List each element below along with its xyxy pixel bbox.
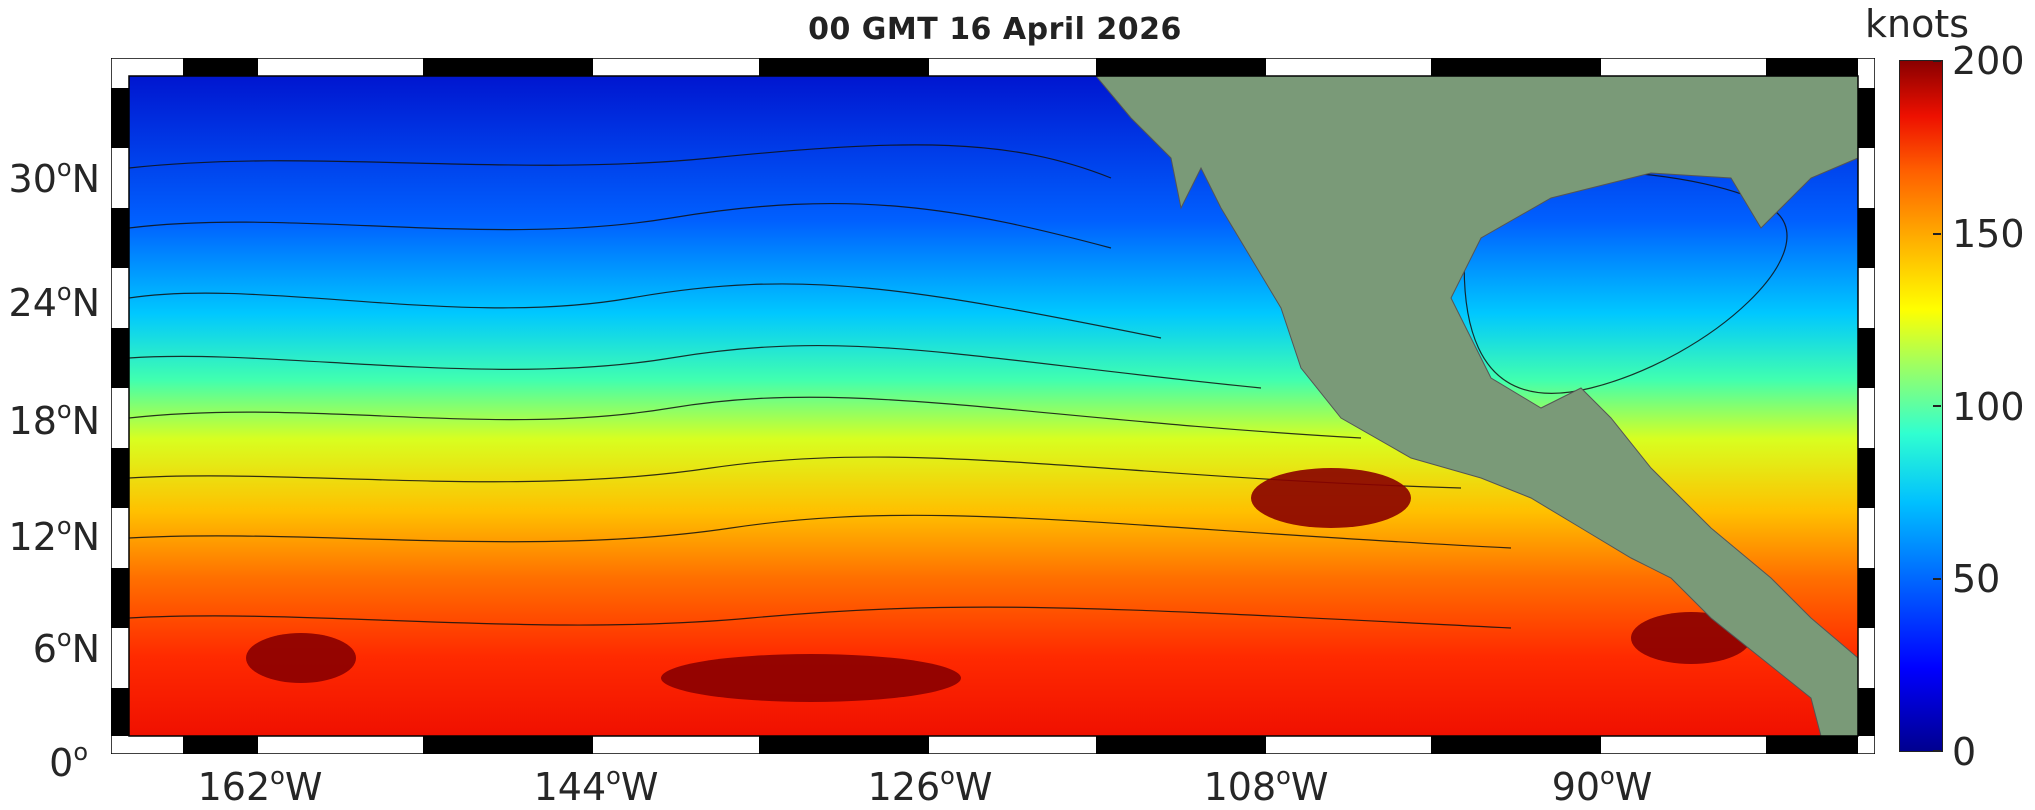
colorbar-tick-200: 200: [1952, 39, 2025, 83]
lat-label-18n: 18oN: [8, 396, 100, 443]
map-panel: [111, 58, 1875, 754]
lon-label-108w: 108oW: [1203, 762, 1329, 809]
colorbar-tickmark: [1933, 60, 1941, 62]
high-wind-cores: [246, 468, 1751, 702]
lat-label-30n: 30oN: [8, 154, 100, 201]
lon-label-144w: 144oW: [533, 762, 659, 809]
colorbar-tickmark: [1933, 405, 1941, 407]
colorbar-tick-50: 50: [1952, 557, 2001, 601]
colorbar-tickmark: [1933, 750, 1941, 752]
lat-label-12n: 12oN: [8, 512, 100, 559]
graticule-border: [111, 58, 1875, 754]
colorbar-tick-150: 150: [1952, 212, 2025, 256]
lat-label-0: 0o: [49, 738, 88, 785]
colorbar-tickmark: [1933, 578, 1941, 580]
colorbar-units: knots: [1865, 2, 1970, 46]
colorbar-tickmark: [1933, 233, 1941, 235]
wind-speed-map: [111, 58, 1875, 754]
colorbar-tick-0: 0: [1952, 730, 1977, 774]
colorbar-tick-100: 100: [1952, 385, 2025, 429]
lat-label-24n: 24oN: [8, 278, 100, 325]
lat-label-6n: 6oN: [32, 624, 100, 671]
lon-label-126w: 126oW: [867, 762, 993, 809]
lon-label-162w: 162oW: [197, 762, 323, 809]
map-title: 00 GMT 16 April 2026: [808, 12, 1182, 47]
colorbar: [1899, 60, 1943, 752]
lon-label-90w: 90oW: [1551, 762, 1653, 809]
